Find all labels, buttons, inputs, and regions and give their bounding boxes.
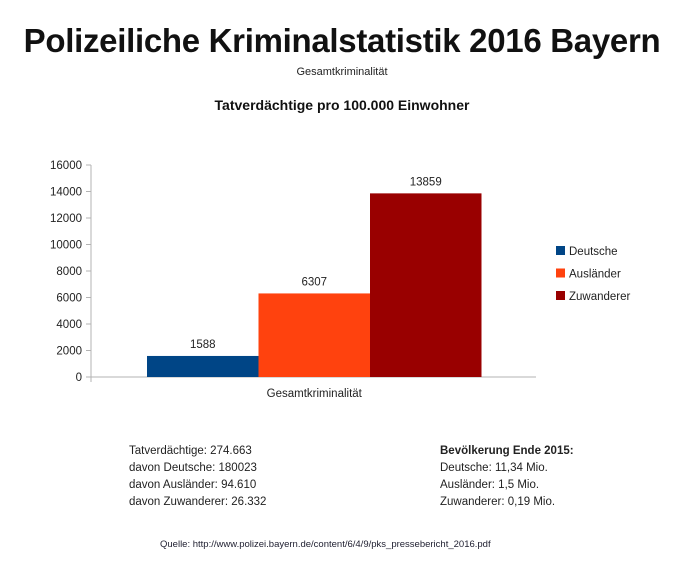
legend-swatch — [556, 268, 565, 278]
data-label: 1588 — [190, 339, 216, 351]
source-label: Quelle: — [160, 539, 191, 550]
bar-deutsche — [147, 355, 259, 377]
y-tick-label: 2000 — [56, 346, 82, 358]
data-label: 6307 — [301, 276, 327, 288]
bar-ausländer — [258, 293, 370, 377]
source-line: Quelle: http://www.polizei.bayern.de/con… — [160, 539, 491, 550]
legend-label: Ausländer — [569, 269, 621, 281]
note-line: Deutsche: 11,34 Mio. — [440, 462, 548, 474]
notes-left: Tatverdächtige: 274.663 davon Deutsche: … — [129, 443, 266, 511]
population-heading: Bevölkerung Ende 2015: — [440, 445, 574, 457]
bar-chart: 0 2000 4000 6000 8000 10000 12000 14000 16000 158… — [50, 160, 631, 400]
note-line: davon Zuwanderer: 26.332 — [129, 496, 267, 508]
page-subtitle: Gesamtkriminalität — [296, 66, 388, 78]
note-line: Tatverdächtige: 274.663 — [129, 445, 252, 457]
y-tick-label: 12000 — [50, 213, 82, 225]
chart-title: Tatverdächtige pro 100.000 Einwohner — [214, 97, 470, 113]
page-title: Polizeiliche Kriminalstatistik 2016 Baye… — [23, 22, 661, 59]
note-line: davon Ausländer: 94.610 — [129, 479, 257, 491]
y-tick-label: 16000 — [50, 160, 82, 172]
legend-swatch — [556, 246, 565, 255]
y-tick-label: 4000 — [56, 319, 82, 331]
y-tick-label: 10000 — [50, 240, 82, 252]
y-tick-label: 14000 — [50, 187, 82, 199]
y-tick-label: 0 — [76, 372, 82, 384]
bar-zuwanderer — [370, 193, 482, 377]
legend-label: Deutsche — [569, 246, 618, 258]
note-line: Zuwanderer: 0,19 Mio. — [440, 496, 556, 508]
x-category-label: Gesamtkriminalität — [267, 388, 363, 400]
note-line: davon Deutsche: 180023 — [129, 462, 257, 474]
source-link[interactable]: http://www.polizei.bayern.de/content/6/4… — [192, 539, 491, 550]
notes-right: Bevölkerung Ende 2015: Deutsche: 11,34 M… — [440, 443, 574, 511]
legend-swatch — [556, 291, 565, 300]
y-tick-label: 8000 — [56, 266, 82, 278]
note-line: Ausländer: 1,5 Mio. — [440, 479, 540, 491]
legend-label: Zuwanderer — [569, 291, 631, 303]
data-label: 13859 — [410, 176, 442, 188]
y-tick-label: 6000 — [56, 293, 82, 305]
